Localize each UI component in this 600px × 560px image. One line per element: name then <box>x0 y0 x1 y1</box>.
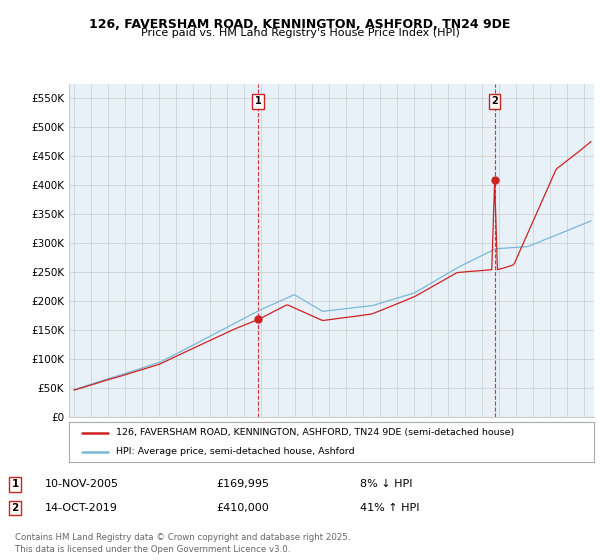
Text: 2: 2 <box>11 503 19 513</box>
Text: 2: 2 <box>491 96 498 106</box>
Text: 41% ↑ HPI: 41% ↑ HPI <box>360 503 419 513</box>
Text: 126, FAVERSHAM ROAD, KENNINGTON, ASHFORD, TN24 9DE: 126, FAVERSHAM ROAD, KENNINGTON, ASHFORD… <box>89 18 511 31</box>
Text: 1: 1 <box>11 479 19 489</box>
Text: 126, FAVERSHAM ROAD, KENNINGTON, ASHFORD, TN24 9DE (semi-detached house): 126, FAVERSHAM ROAD, KENNINGTON, ASHFORD… <box>116 428 515 437</box>
Text: Price paid vs. HM Land Registry's House Price Index (HPI): Price paid vs. HM Land Registry's House … <box>140 28 460 38</box>
Text: 10-NOV-2005: 10-NOV-2005 <box>45 479 119 489</box>
Text: HPI: Average price, semi-detached house, Ashford: HPI: Average price, semi-detached house,… <box>116 447 355 456</box>
Text: 14-OCT-2019: 14-OCT-2019 <box>45 503 118 513</box>
Text: 1: 1 <box>255 96 262 106</box>
Text: Contains HM Land Registry data © Crown copyright and database right 2025.
This d: Contains HM Land Registry data © Crown c… <box>15 533 350 554</box>
Text: £410,000: £410,000 <box>216 503 269 513</box>
Text: £169,995: £169,995 <box>216 479 269 489</box>
Text: 8% ↓ HPI: 8% ↓ HPI <box>360 479 413 489</box>
